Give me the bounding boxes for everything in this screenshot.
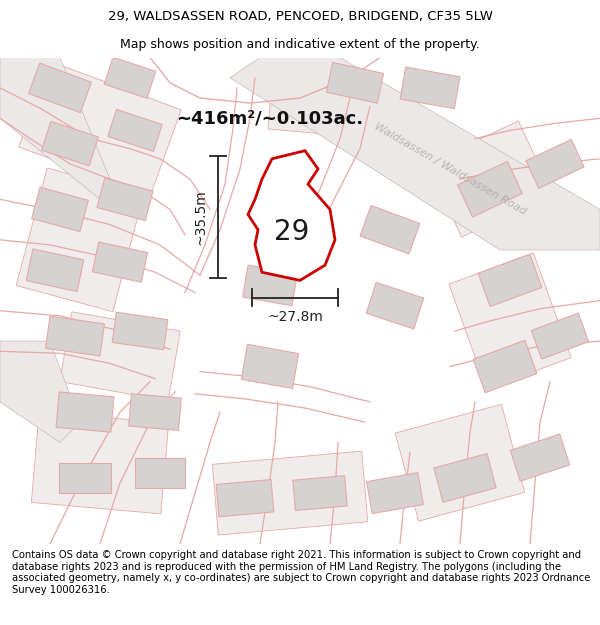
Polygon shape: [32, 188, 88, 232]
Text: 29: 29: [274, 217, 310, 246]
Text: 29, WALDSASSEN ROAD, PENCOED, BRIDGEND, CF35 5LW: 29, WALDSASSEN ROAD, PENCOED, BRIDGEND, …: [107, 9, 493, 22]
Polygon shape: [31, 411, 169, 514]
Polygon shape: [212, 451, 368, 535]
Text: Waldsassen / Waldsassen Road: Waldsassen / Waldsassen Road: [372, 121, 528, 217]
Polygon shape: [434, 454, 496, 503]
Polygon shape: [360, 206, 420, 254]
Polygon shape: [449, 253, 571, 389]
Polygon shape: [60, 312, 180, 401]
Polygon shape: [19, 61, 181, 196]
Polygon shape: [108, 109, 162, 151]
Polygon shape: [104, 58, 156, 98]
Polygon shape: [59, 462, 111, 493]
Polygon shape: [241, 344, 299, 389]
Polygon shape: [242, 265, 298, 306]
Polygon shape: [367, 472, 424, 514]
Polygon shape: [135, 458, 185, 488]
Text: Map shows position and indicative extent of the property.: Map shows position and indicative extent…: [120, 38, 480, 51]
Polygon shape: [473, 340, 537, 392]
Polygon shape: [293, 476, 347, 511]
Polygon shape: [366, 282, 424, 329]
Polygon shape: [268, 79, 372, 138]
Polygon shape: [216, 479, 274, 517]
Polygon shape: [0, 341, 80, 442]
Polygon shape: [458, 161, 523, 217]
Polygon shape: [326, 62, 383, 103]
Polygon shape: [92, 242, 148, 282]
Polygon shape: [56, 392, 114, 432]
Polygon shape: [16, 168, 144, 312]
Polygon shape: [112, 312, 168, 350]
Polygon shape: [511, 434, 569, 481]
Text: ~35.5m: ~35.5m: [194, 189, 208, 245]
Polygon shape: [526, 139, 584, 188]
Polygon shape: [26, 249, 84, 292]
Polygon shape: [29, 63, 91, 112]
Text: ~27.8m: ~27.8m: [267, 310, 323, 324]
Polygon shape: [532, 313, 589, 359]
Polygon shape: [46, 316, 104, 356]
Polygon shape: [478, 254, 542, 306]
Polygon shape: [0, 58, 110, 199]
Text: Contains OS data © Crown copyright and database right 2021. This information is : Contains OS data © Crown copyright and d…: [12, 550, 590, 595]
Polygon shape: [97, 178, 153, 221]
Polygon shape: [230, 58, 600, 250]
Polygon shape: [41, 121, 98, 166]
Polygon shape: [428, 121, 552, 238]
Polygon shape: [248, 151, 335, 281]
Polygon shape: [395, 404, 525, 521]
Text: ~416m²/~0.103ac.: ~416m²/~0.103ac.: [176, 109, 364, 128]
Polygon shape: [400, 67, 460, 109]
Polygon shape: [129, 394, 181, 431]
